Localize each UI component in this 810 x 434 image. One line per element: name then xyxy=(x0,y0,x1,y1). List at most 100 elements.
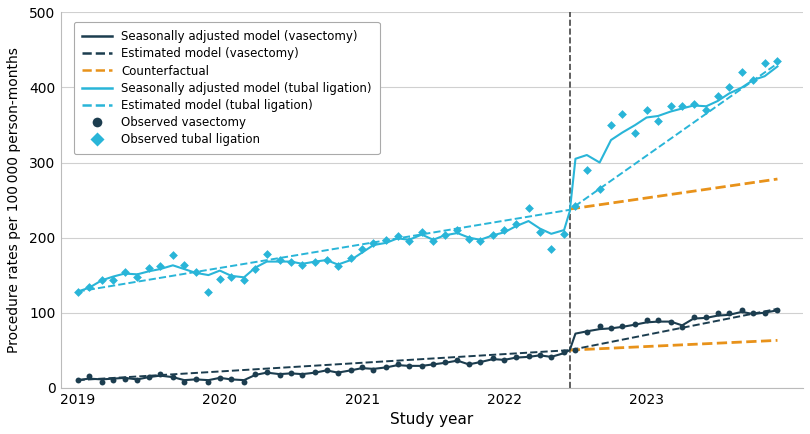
Point xyxy=(166,251,179,258)
Point xyxy=(166,374,179,381)
Point xyxy=(498,356,511,363)
Point xyxy=(735,69,748,76)
Point xyxy=(391,361,404,368)
Point xyxy=(202,288,215,295)
Point xyxy=(284,370,297,377)
Point xyxy=(96,276,109,283)
Point xyxy=(723,310,735,317)
Point xyxy=(143,374,156,381)
Point xyxy=(154,263,167,270)
Point xyxy=(237,378,250,385)
Point xyxy=(487,355,500,362)
Point xyxy=(260,368,273,375)
Point xyxy=(629,129,642,136)
Point xyxy=(534,228,547,235)
Point xyxy=(580,329,593,335)
Point xyxy=(224,376,237,383)
Point xyxy=(118,269,131,276)
Point xyxy=(296,261,309,268)
Point xyxy=(593,185,606,192)
Point xyxy=(758,310,771,317)
Point xyxy=(202,378,215,385)
Point xyxy=(593,322,606,329)
Point xyxy=(676,323,688,330)
Point xyxy=(687,314,700,321)
X-axis label: Study year: Study year xyxy=(390,412,473,427)
Point xyxy=(260,250,273,257)
Point xyxy=(438,231,451,238)
Point xyxy=(640,317,653,324)
Point xyxy=(154,371,167,378)
Point xyxy=(177,261,190,268)
Point xyxy=(131,273,144,280)
Point xyxy=(224,274,237,281)
Point xyxy=(143,264,156,271)
Point xyxy=(344,254,357,261)
Point xyxy=(569,347,582,354)
Point xyxy=(651,317,664,324)
Point xyxy=(320,366,333,373)
Point xyxy=(545,245,558,252)
Point xyxy=(711,93,724,100)
Point xyxy=(557,230,570,237)
Point xyxy=(331,370,344,377)
Legend: Seasonally adjusted model (vasectomy), Estimated model (vasectomy), Counterfactu: Seasonally adjusted model (vasectomy), E… xyxy=(74,22,380,155)
Point xyxy=(284,258,297,265)
Point xyxy=(367,239,380,246)
Point xyxy=(344,366,357,373)
Point xyxy=(249,266,262,273)
Point xyxy=(427,361,440,368)
Point xyxy=(190,269,202,276)
Point xyxy=(604,122,617,128)
Point xyxy=(416,228,428,235)
Point xyxy=(474,238,487,245)
Point xyxy=(557,349,570,356)
Point xyxy=(320,256,333,263)
Point xyxy=(380,237,393,243)
Point xyxy=(403,238,416,245)
Point xyxy=(96,378,109,385)
Point xyxy=(640,106,653,113)
Point xyxy=(309,258,322,265)
Point xyxy=(509,353,522,360)
Point xyxy=(604,324,617,331)
Point xyxy=(651,118,664,125)
Point xyxy=(711,310,724,317)
Point xyxy=(687,101,700,108)
Point xyxy=(522,353,535,360)
Point xyxy=(177,379,190,386)
Point xyxy=(83,373,96,380)
Point xyxy=(237,277,250,284)
Point xyxy=(403,362,416,369)
Point xyxy=(131,377,144,384)
Point xyxy=(213,375,226,381)
Point xyxy=(356,364,369,371)
Point xyxy=(487,232,500,239)
Point xyxy=(71,288,84,295)
Point xyxy=(700,106,713,113)
Point xyxy=(380,364,393,371)
Point xyxy=(273,256,286,263)
Point xyxy=(664,103,677,110)
Point xyxy=(391,233,404,240)
Point xyxy=(107,277,120,284)
Point xyxy=(416,362,428,369)
Point xyxy=(190,376,202,383)
Point xyxy=(309,368,322,375)
Point xyxy=(747,310,760,317)
Point xyxy=(735,306,748,313)
Point xyxy=(107,377,120,384)
Point xyxy=(676,103,688,110)
Point xyxy=(580,167,593,174)
Point xyxy=(771,306,784,313)
Point xyxy=(474,358,487,365)
Point xyxy=(463,236,475,243)
Point xyxy=(616,322,629,329)
Point xyxy=(629,320,642,327)
Point xyxy=(534,351,547,358)
Point xyxy=(249,371,262,378)
Point xyxy=(569,203,582,210)
Point xyxy=(700,314,713,321)
Point xyxy=(723,84,735,91)
Point xyxy=(83,283,96,290)
